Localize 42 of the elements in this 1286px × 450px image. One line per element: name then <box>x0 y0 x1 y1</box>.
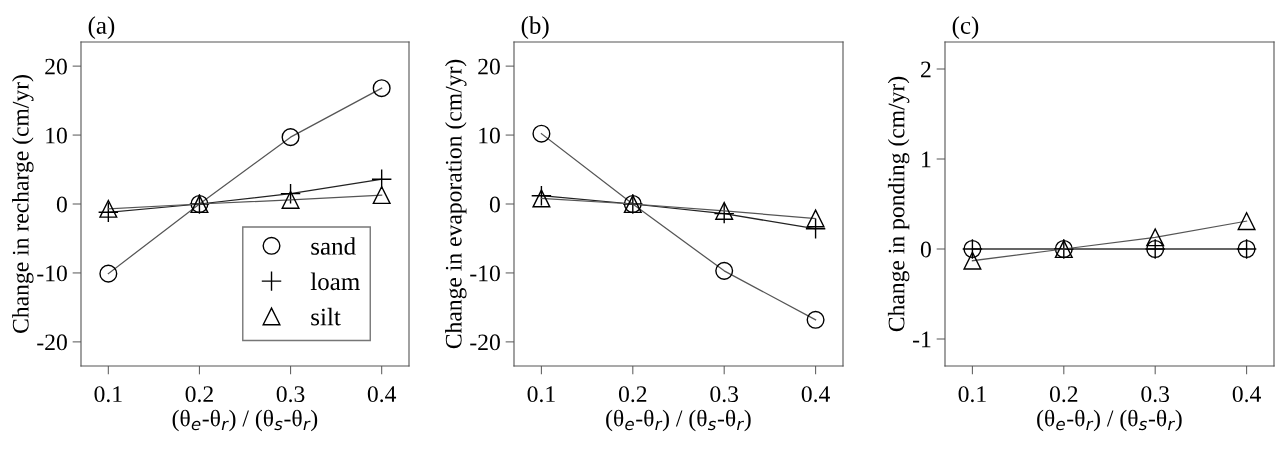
y-tick-label: -10 <box>37 265 67 282</box>
y-tick-label: -1 <box>913 331 931 348</box>
y-tick-label: 0 <box>56 196 67 213</box>
y-axis-title: Change in ponding (cm/yr) <box>887 76 910 332</box>
y-tick-label: 10 <box>46 127 67 144</box>
point <box>805 218 827 240</box>
y-tick-label: -10 <box>470 265 500 282</box>
y-tick-label: 20 <box>45 58 67 75</box>
x-tick-label: 0.1 <box>527 386 555 403</box>
x-tick-label: 0.4 <box>1232 386 1261 403</box>
y-axis-title: Change in recharge (cm/yr) <box>12 75 34 333</box>
y-axis-title: Change in evaporation (cm/yr) <box>445 59 467 349</box>
chart-title: (a) <box>88 16 115 39</box>
x-tick-label: 0.4 <box>367 386 397 403</box>
x-tick-label: 0.1 <box>958 386 986 403</box>
y-tick-label: 0 <box>489 196 500 213</box>
y-tick-label: 1 <box>922 151 931 168</box>
chart-title: (c) <box>952 16 979 39</box>
text: (θ$_{e}$-θ$_{r}$) / (θ$_{s}$-θ$_{r}$) <box>606 409 751 432</box>
legend-label: sand <box>311 237 356 255</box>
legend-label: loam <box>310 272 360 291</box>
y-tick-label: 20 <box>478 58 500 75</box>
chart-title: (b) <box>521 16 549 39</box>
x-tick-label: 0.4 <box>801 386 830 403</box>
x-tick-label: 0.3 <box>276 386 305 403</box>
legend-label: silt <box>311 307 341 326</box>
y-tick-label: -20 <box>470 334 500 351</box>
x-tick-label: 0.2 <box>1049 386 1078 403</box>
point <box>97 201 119 223</box>
text: (θ$_{e}$-θ$_{r}$) / (θ$_{s}$-θ$_{r}$) <box>1037 409 1182 432</box>
x-tick-label: 0.1 <box>94 386 122 403</box>
text: (θ$_{e}$-θ$_{r}$) / (θ$_{s}$-θ$_{r}$) <box>172 409 318 432</box>
point <box>713 203 735 225</box>
y-tick-label: 2 <box>921 61 931 78</box>
x-tick-label: 0.2 <box>618 386 647 403</box>
y-tick-label: -20 <box>37 334 67 351</box>
y-tick-label: 0 <box>920 241 931 258</box>
x-tick-label: 0.3 <box>710 386 739 403</box>
y-tick-label: 10 <box>479 127 500 144</box>
x-tick-label: 0.3 <box>1141 386 1170 403</box>
x-tick-label: 0.2 <box>185 386 213 403</box>
point <box>280 183 301 205</box>
